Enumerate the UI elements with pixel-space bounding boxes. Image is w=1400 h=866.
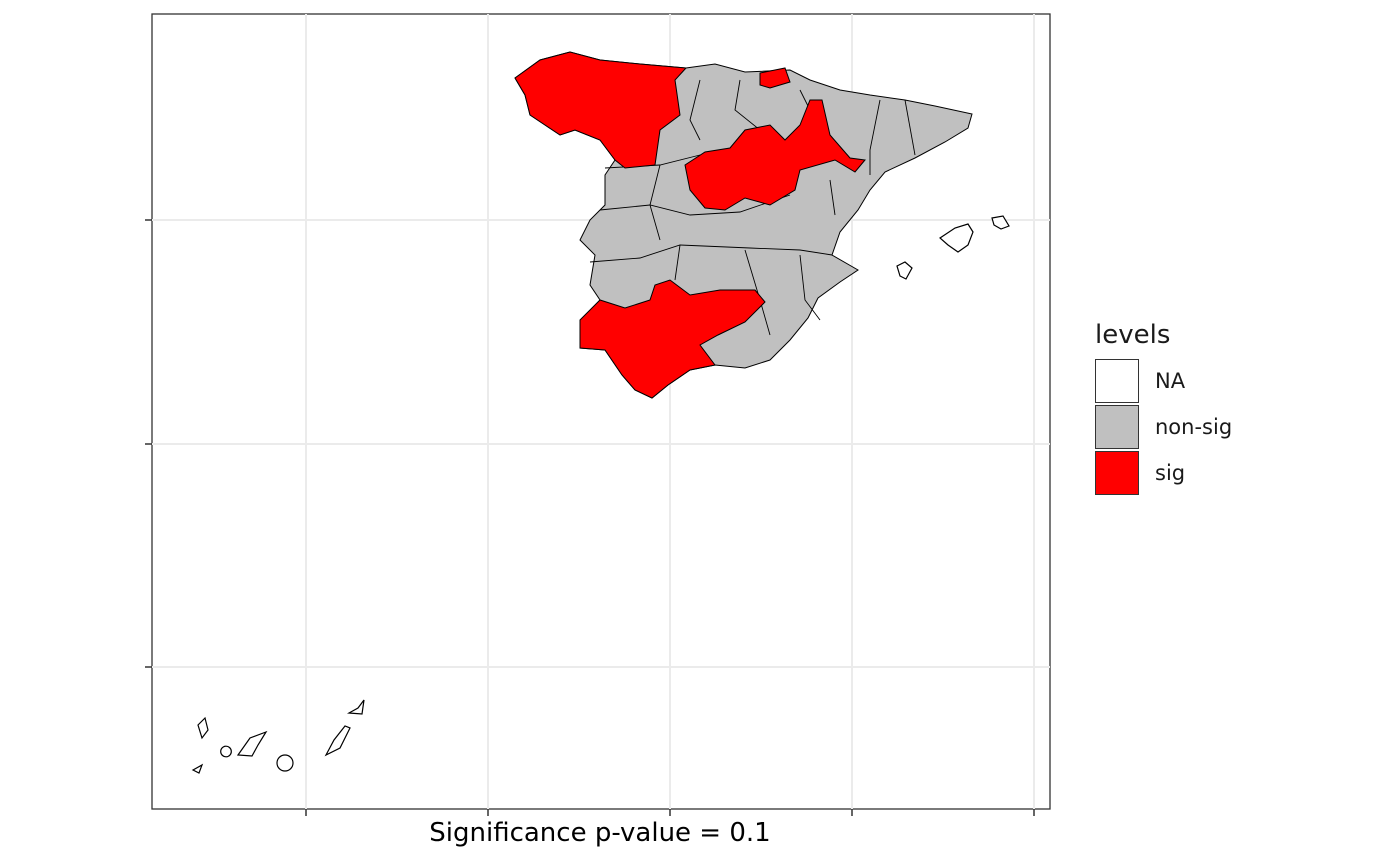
legend-title: levels (1095, 320, 1171, 350)
canary-islands (191, 699, 365, 774)
legend-item-sig: sig (1095, 450, 1232, 496)
legend-label-sig: sig (1155, 461, 1186, 485)
castilla-region (684, 99, 866, 211)
legend-label-non-sig: non-sig (1155, 415, 1233, 439)
legend-swatch-sig (1095, 451, 1139, 495)
balearic-islands (896, 215, 1010, 280)
galicia-region (514, 51, 688, 169)
legend-label-na: NA (1155, 369, 1186, 393)
map-caption: Significance p-value = 0.1 (429, 818, 771, 848)
legend-item-non-sig: non-sig (1095, 404, 1232, 450)
sig-provinces (514, 51, 866, 399)
legend-swatch-na (1095, 359, 1139, 403)
basque-region (759, 67, 791, 89)
legend-item-na: NA (1095, 358, 1232, 404)
legend-swatch-non-sig (1095, 405, 1139, 449)
axis-ticks (145, 219, 1035, 816)
legend: levels NA non-sig sig (1095, 320, 1232, 496)
andalusia-region (579, 279, 766, 399)
